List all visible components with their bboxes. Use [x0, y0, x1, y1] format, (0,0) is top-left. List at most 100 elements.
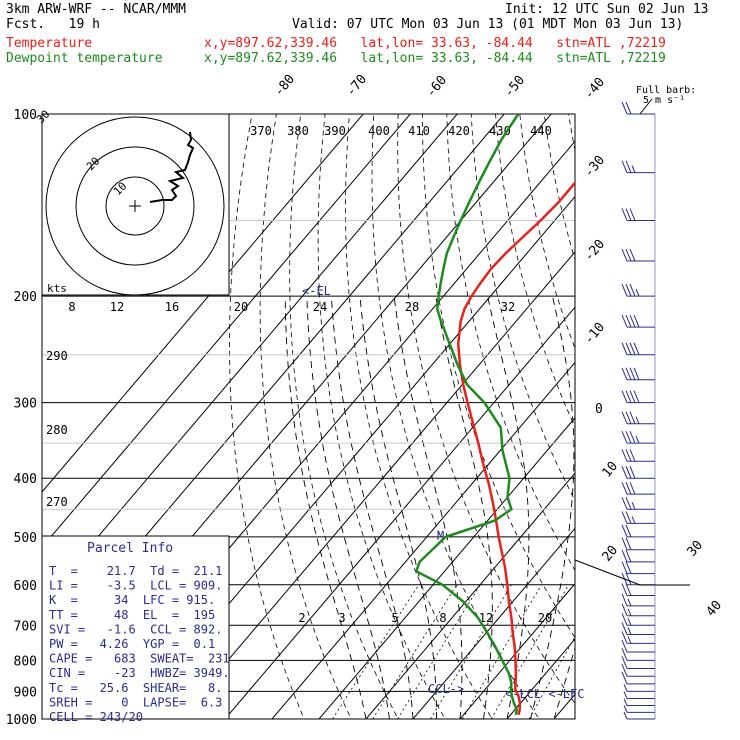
mixing-ratio-line: [430, 584, 512, 719]
isotherm-label--10: -10: [582, 320, 609, 348]
dry-adiabat-line: [690, 114, 740, 732]
wind-barb-flag: [625, 561, 632, 574]
mixing-ratio-line: [397, 584, 481, 719]
mixing-ratio-label-5: 5: [391, 611, 398, 625]
parcel-info-row: PW = 4.26 YGP = 0.1: [49, 637, 215, 651]
upper-mixing-label-28: 28: [405, 300, 419, 314]
wind-barb-flag: [625, 430, 632, 444]
parcel-info-frame: [41, 535, 230, 720]
pressure-label-1000: 1000: [6, 713, 37, 728]
wind-barb-flag: [625, 160, 632, 173]
dry-adiabat-line: [229, 114, 305, 719]
mixing-ratio-line: [490, 584, 570, 719]
wind-barb-half-flag: [635, 435, 640, 444]
mixing-ratio-label-2: 2: [298, 611, 305, 625]
wind-barb-flag: [621, 656, 628, 669]
wind-barb-half-flag: [623, 705, 628, 713]
theta-label-280: 280: [46, 423, 68, 437]
wind-barb: [621, 208, 655, 222]
parcel-info-row: SREH = 0 LAPSE= 6.3: [49, 695, 222, 709]
wind-barb: [623, 691, 655, 700]
parcel-info-row: TT = 48 EL = 195: [49, 608, 215, 622]
wind-barb-half-flag: [631, 501, 636, 510]
moist-adiabat-line: [284, 296, 367, 719]
wind-barb: [621, 411, 655, 425]
valid-time: Valid: 07 UTC Mon 03 Jun 13 (01 MDT Mon …: [292, 17, 684, 32]
wind-barb: [621, 101, 655, 115]
hodograph-trace: [149, 131, 195, 203]
wind-barb-flag: [621, 411, 628, 424]
theta-e-label-420: 420: [448, 124, 470, 138]
lcl-lfc-marker: <-LCL <-LFC: [505, 687, 584, 701]
wind-barb-half-flag: [627, 618, 632, 626]
pressure-label-100: 100: [14, 108, 37, 123]
wind-barb-flag: [633, 342, 640, 355]
level-m-marker: M: [437, 529, 444, 543]
wind-barb-flag: [629, 314, 636, 328]
wind-barb-flag: [629, 283, 636, 297]
moist-adiabats: [284, 296, 740, 719]
wind-barb: [621, 549, 655, 563]
wind-barb-flag: [621, 603, 628, 616]
mixing-ratio-lines: [332, 584, 575, 719]
wind-barb-flag: [625, 342, 632, 355]
wind-barb: [621, 613, 655, 626]
moist-adiabat-line: [331, 296, 414, 719]
pressure-label-800: 800: [14, 654, 37, 669]
theta-e-label-390: 390: [324, 124, 346, 138]
dry-adiabats: [229, 114, 740, 732]
init-time: Init: 12 UTC Sun 02 Jun 13: [505, 2, 709, 17]
wind-barb-flag: [621, 160, 628, 173]
isotherm-label--60: -60: [424, 73, 451, 101]
wind-barb-half-flag: [631, 165, 636, 173]
wind-barb-flag: [621, 466, 628, 479]
wind-barb-half-flag: [635, 288, 640, 297]
temperature-line: [456, 180, 575, 716]
wind-barb-flag: [621, 283, 628, 297]
pressure-label-700: 700: [14, 619, 37, 634]
moist-adiabat-line: [553, 646, 575, 719]
ccl-marker: CCL->: [428, 682, 464, 696]
wind-barb-flag: [625, 466, 632, 479]
wind-barb: [621, 342, 655, 356]
hodograph-units: kts: [47, 282, 67, 295]
wind-barb-flag: [625, 511, 632, 524]
wind-barb-flag: [625, 572, 632, 585]
theta-e-label-380: 380: [287, 124, 309, 138]
wind-barb-flag: [633, 314, 640, 328]
wind-barb: [621, 511, 655, 524]
wind-barb: [623, 698, 655, 707]
parcel-info-row: Tc = 25.6 SHEAR= 8.: [49, 681, 222, 695]
parcel-info-row: K = 34 LFC = 915.: [49, 593, 215, 607]
wind-barb: [621, 631, 655, 644]
model-title: 3km ARW-WRF -- NCAR/MMM: [6, 2, 187, 17]
wind-barb: [621, 367, 655, 381]
wind-barb: [621, 466, 655, 479]
mixing-ratio-label-12: 12: [479, 611, 493, 625]
wind-barb: [621, 639, 655, 653]
wind-barb-flag: [625, 101, 632, 115]
isotherm-line: [506, 638, 575, 719]
wind-barb: [621, 656, 655, 669]
isotherm-label--70: -70: [344, 72, 371, 100]
wind-barb-flag: [621, 613, 628, 626]
el-marker: <-EL: [302, 284, 331, 298]
wind-barb-flag: [629, 411, 636, 424]
wind-barb-flag: [625, 481, 632, 495]
wind-barb: [621, 314, 655, 328]
theta-label-270: 270: [46, 495, 68, 509]
dry-adiabat-line: [317, 114, 446, 719]
dry-adiabat-line: [495, 114, 575, 429]
wind-barb-flag: [629, 430, 636, 444]
wind-barb-flag: [621, 511, 628, 524]
pressure-label-300: 300: [14, 397, 37, 412]
dewpoint-line: [414, 114, 520, 716]
profile-lines: [414, 114, 575, 716]
isotherm-line: [42, 114, 458, 604]
wind-barb-flag: [625, 283, 632, 297]
plot-frame: [41, 113, 576, 720]
wind-barb-flag: [625, 524, 632, 538]
wind-barb: [621, 481, 655, 495]
moist-adiabat-line: [601, 296, 740, 719]
